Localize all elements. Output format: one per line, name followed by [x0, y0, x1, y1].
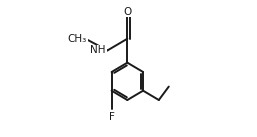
Text: NH: NH: [90, 45, 106, 55]
Text: O: O: [123, 7, 132, 17]
Text: F: F: [109, 112, 115, 122]
Text: CH₃: CH₃: [68, 34, 87, 44]
